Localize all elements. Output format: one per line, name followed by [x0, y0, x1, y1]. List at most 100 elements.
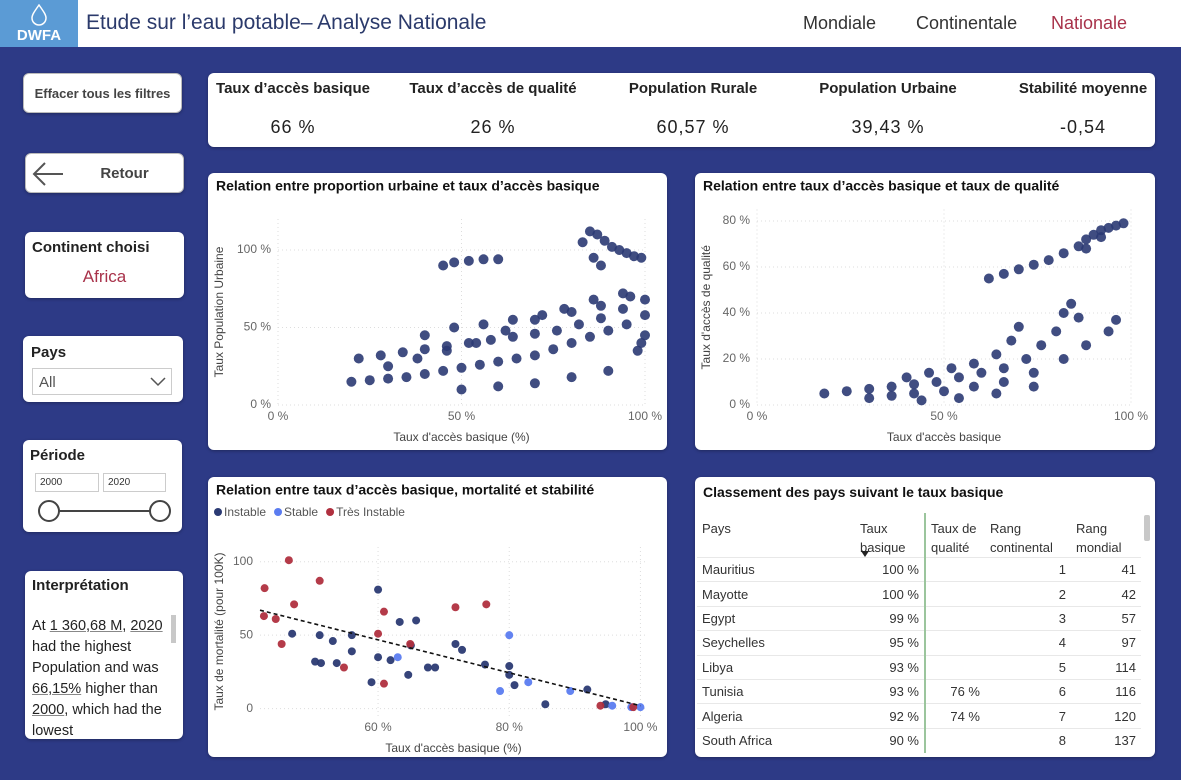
- point: [595, 313, 606, 324]
- point: [412, 353, 423, 364]
- back-arrow: [32, 162, 63, 186]
- point: [1028, 381, 1039, 392]
- period-end[interactable]: 2020: [103, 473, 166, 492]
- point: [596, 701, 605, 710]
- x-tick-label: 80 %: [496, 720, 524, 734]
- kpi-label: Population Rurale: [628, 80, 758, 97]
- nav-item[interactable]: Mondiale: [803, 13, 877, 33]
- y-tick-label: 40 %: [723, 305, 751, 319]
- kpi-value: -0,54: [1059, 117, 1107, 137]
- point: [419, 344, 430, 355]
- point: [1013, 321, 1024, 332]
- point: [353, 353, 364, 364]
- point: [401, 372, 412, 383]
- point: [640, 310, 650, 321]
- table-row: Mayotte 100 % 2 42: [697, 581, 1141, 607]
- point: [998, 363, 1009, 374]
- point: [529, 378, 540, 389]
- point: [493, 356, 504, 367]
- trend-line: [259, 609, 641, 707]
- back-button[interactable]: Retour: [25, 153, 184, 193]
- point: [1013, 264, 1024, 275]
- y-axis-label: Taux Population Urbaine: [212, 246, 226, 377]
- table-head: Pays Taux basique Taux de qualité Rang cont…: [697, 513, 1141, 558]
- point: [886, 381, 897, 392]
- table-row: Egypt 99 % 3 57: [697, 606, 1141, 631]
- column-header: Rang mondial: [1071, 513, 1141, 558]
- point: [864, 393, 875, 404]
- point: [909, 379, 920, 390]
- point: [474, 359, 485, 370]
- point: [529, 314, 540, 325]
- x-tick-label: 100 %: [1114, 409, 1148, 423]
- point: [603, 325, 614, 336]
- y-tick-label: 80 %: [723, 213, 751, 227]
- point: [1051, 326, 1062, 337]
- point: [419, 330, 430, 341]
- point: [968, 381, 979, 392]
- country-dropdown[interactable]: All: [32, 368, 172, 395]
- point: [1058, 354, 1069, 364]
- point: [404, 670, 413, 679]
- point: [953, 393, 964, 404]
- point: [916, 395, 927, 406]
- point: [458, 645, 467, 654]
- ranking-table[interactable]: Pays Taux basique Taux de qualité Rang cont…: [697, 513, 1141, 753]
- table-title: Classement des pays suivant le taux basi…: [703, 484, 1004, 500]
- table-cell: 41: [1121, 562, 1136, 578]
- period-start[interactable]: 2000: [35, 473, 99, 492]
- point: [259, 612, 268, 621]
- back-label: Retour: [100, 164, 149, 182]
- kpi-label: Taux d’accès de qualité: [409, 80, 577, 97]
- interpretation-title: Interprétation: [32, 577, 129, 594]
- table-cell: 6: [1058, 684, 1066, 700]
- nav-item[interactable]: Continentale: [916, 13, 1018, 33]
- point: [441, 345, 452, 356]
- table-cell: 93 %: [855, 655, 926, 680]
- point: [588, 252, 599, 263]
- table-row: Algeria 92 % 74 % 7 120: [697, 703, 1141, 729]
- point: [1021, 354, 1032, 364]
- x-tick-label: 100 %: [623, 720, 657, 734]
- period-slider[interactable]: [23, 497, 182, 527]
- point: [431, 663, 440, 672]
- interpretation-card: Interprétation At 1 360,68 M, 2020 had t…: [25, 571, 183, 739]
- table-row: South Africa 90 % 8 137: [697, 728, 1141, 753]
- point: [383, 373, 394, 384]
- kpi-value: 26 %: [470, 117, 516, 137]
- column-label: Pays: [702, 521, 731, 536]
- point: [901, 372, 912, 383]
- table-cell: 2: [1058, 586, 1066, 602]
- clear-filters-button[interactable]: Effacer tous les filtres: [23, 73, 182, 113]
- point: [438, 260, 449, 271]
- point: [599, 235, 610, 246]
- point: [1036, 340, 1047, 351]
- chart-title: Relation entre taux d’accès basique et t…: [703, 178, 1060, 194]
- y-tick-label: 20 %: [723, 351, 751, 365]
- point: [621, 319, 632, 330]
- column-header: Pays: [697, 513, 855, 558]
- point: [1081, 340, 1092, 351]
- table-cell: South Africa: [702, 733, 773, 749]
- point: [456, 384, 467, 395]
- point: [541, 700, 550, 709]
- table-cell: [925, 631, 985, 655]
- table-cell: 7: [1058, 708, 1066, 724]
- point: [946, 363, 957, 374]
- table-cell: Algeria: [702, 708, 743, 724]
- nav-item[interactable]: Nationale: [1051, 13, 1128, 33]
- scrollbar: [1144, 515, 1150, 541]
- point: [1081, 234, 1092, 245]
- chart-title: Relation entre proportion urbaine et tau…: [216, 178, 600, 194]
- kpi: Population Rurale 60,57 %: [598, 73, 788, 138]
- point: [375, 350, 386, 361]
- point: [608, 701, 617, 710]
- interpretation-part: 2020: [130, 618, 163, 634]
- table-cell: 74 %: [950, 708, 980, 724]
- table-cell: [925, 582, 985, 606]
- logo: DWFA: [0, 0, 78, 47]
- point: [347, 647, 356, 656]
- table-cell: 93 %: [855, 679, 926, 704]
- x-axis-label: Taux d'accès basique (%): [385, 741, 521, 755]
